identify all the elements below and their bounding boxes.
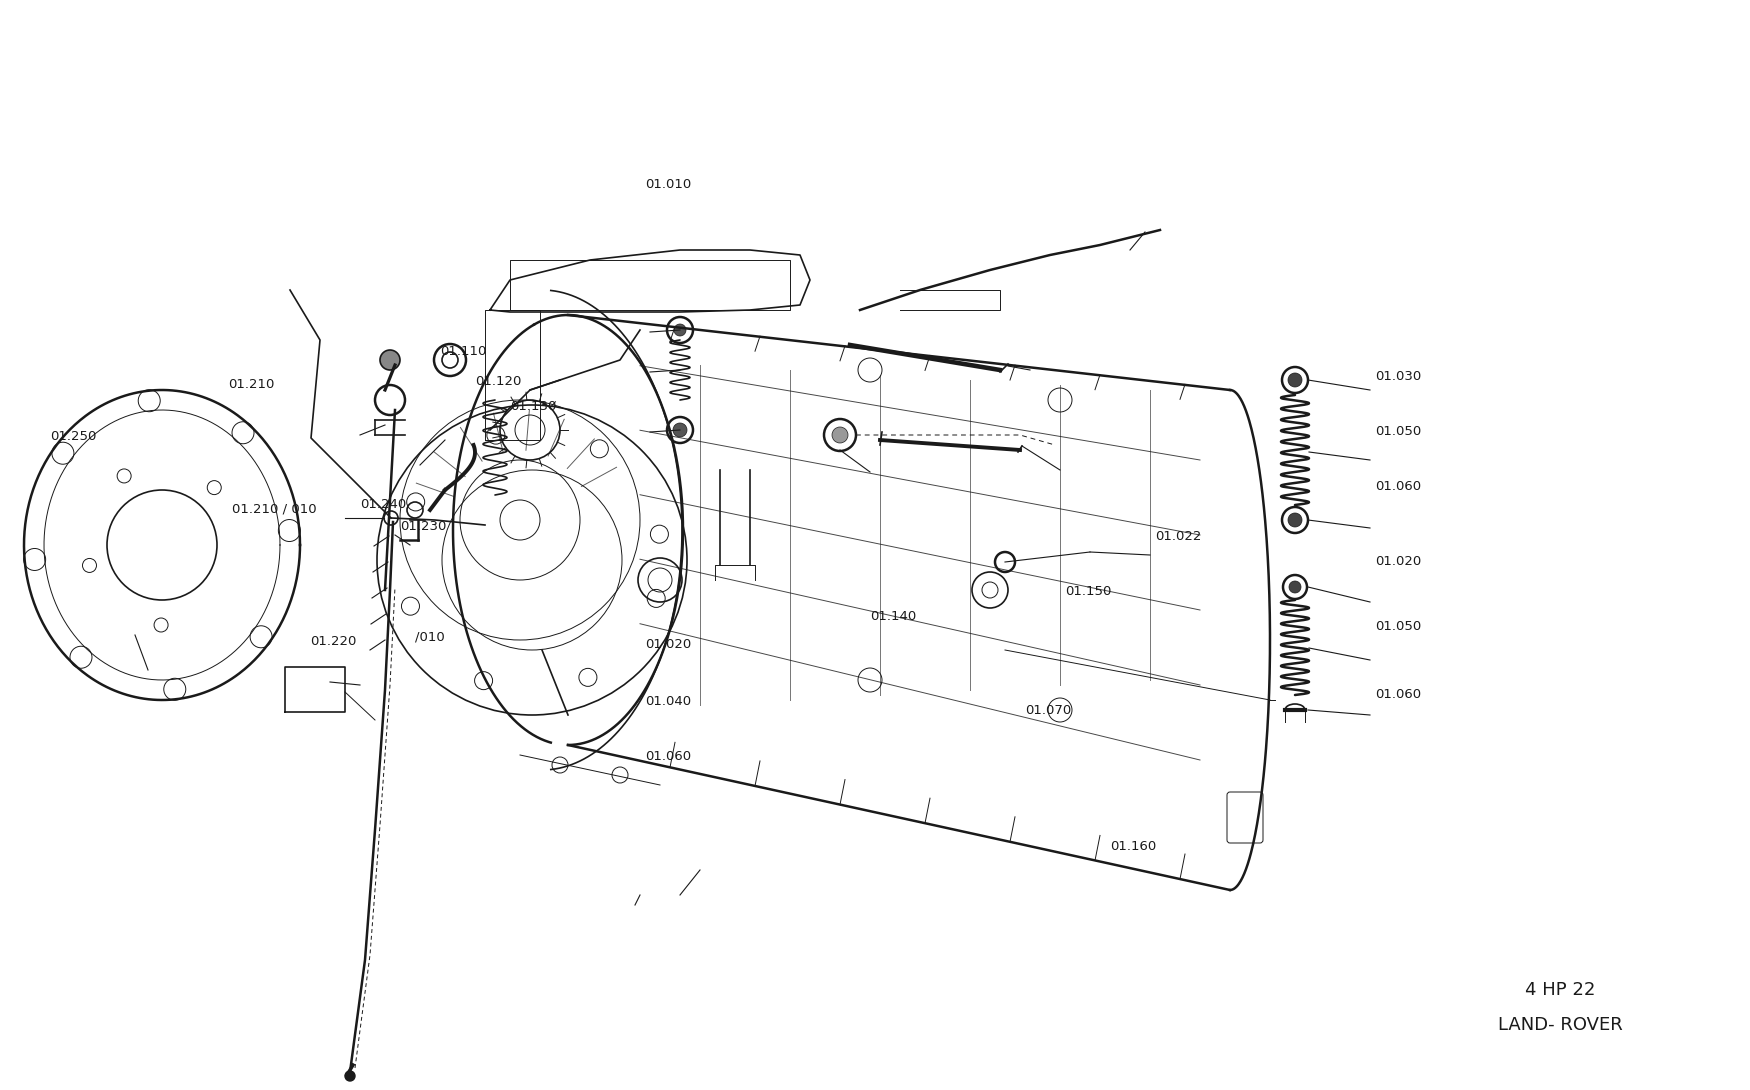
Text: 01.060: 01.060: [1376, 480, 1421, 493]
Text: 01.030: 01.030: [1376, 370, 1421, 383]
Text: 01.022: 01.022: [1155, 530, 1200, 543]
Text: 4 HP 22: 4 HP 22: [1524, 981, 1596, 1000]
Circle shape: [380, 350, 401, 370]
Text: 01.240: 01.240: [360, 498, 406, 511]
Text: 01.020: 01.020: [646, 638, 691, 651]
Circle shape: [1288, 373, 1302, 387]
Text: 01.050: 01.050: [1376, 620, 1421, 633]
Text: 01.210: 01.210: [228, 378, 275, 391]
Text: 01.010: 01.010: [646, 178, 691, 191]
Text: 01.050: 01.050: [1376, 425, 1421, 438]
Circle shape: [1288, 513, 1302, 526]
Text: 01.210 / 010: 01.210 / 010: [233, 502, 317, 514]
Text: 01.110: 01.110: [439, 346, 487, 358]
Text: 01.020: 01.020: [1376, 555, 1421, 568]
Text: LAND- ROVER: LAND- ROVER: [1498, 1016, 1622, 1034]
Text: 01.070: 01.070: [1026, 704, 1071, 717]
Circle shape: [1290, 581, 1300, 593]
Text: 01.160: 01.160: [1110, 840, 1157, 853]
Text: 01.130: 01.130: [509, 400, 556, 413]
Text: 01.220: 01.220: [310, 635, 357, 647]
Circle shape: [674, 423, 688, 437]
Circle shape: [674, 324, 686, 336]
Text: 01.040: 01.040: [646, 695, 691, 708]
Text: 01.230: 01.230: [401, 520, 446, 533]
Text: 01.140: 01.140: [870, 610, 917, 623]
Text: 01.060: 01.060: [646, 750, 691, 763]
Text: /010: /010: [415, 630, 444, 643]
Text: 01.060: 01.060: [1376, 688, 1421, 701]
Circle shape: [345, 1071, 355, 1081]
Text: 01.150: 01.150: [1066, 585, 1111, 598]
Text: 01.120: 01.120: [474, 375, 522, 388]
Circle shape: [831, 427, 849, 443]
Text: 01.250: 01.250: [51, 429, 96, 443]
